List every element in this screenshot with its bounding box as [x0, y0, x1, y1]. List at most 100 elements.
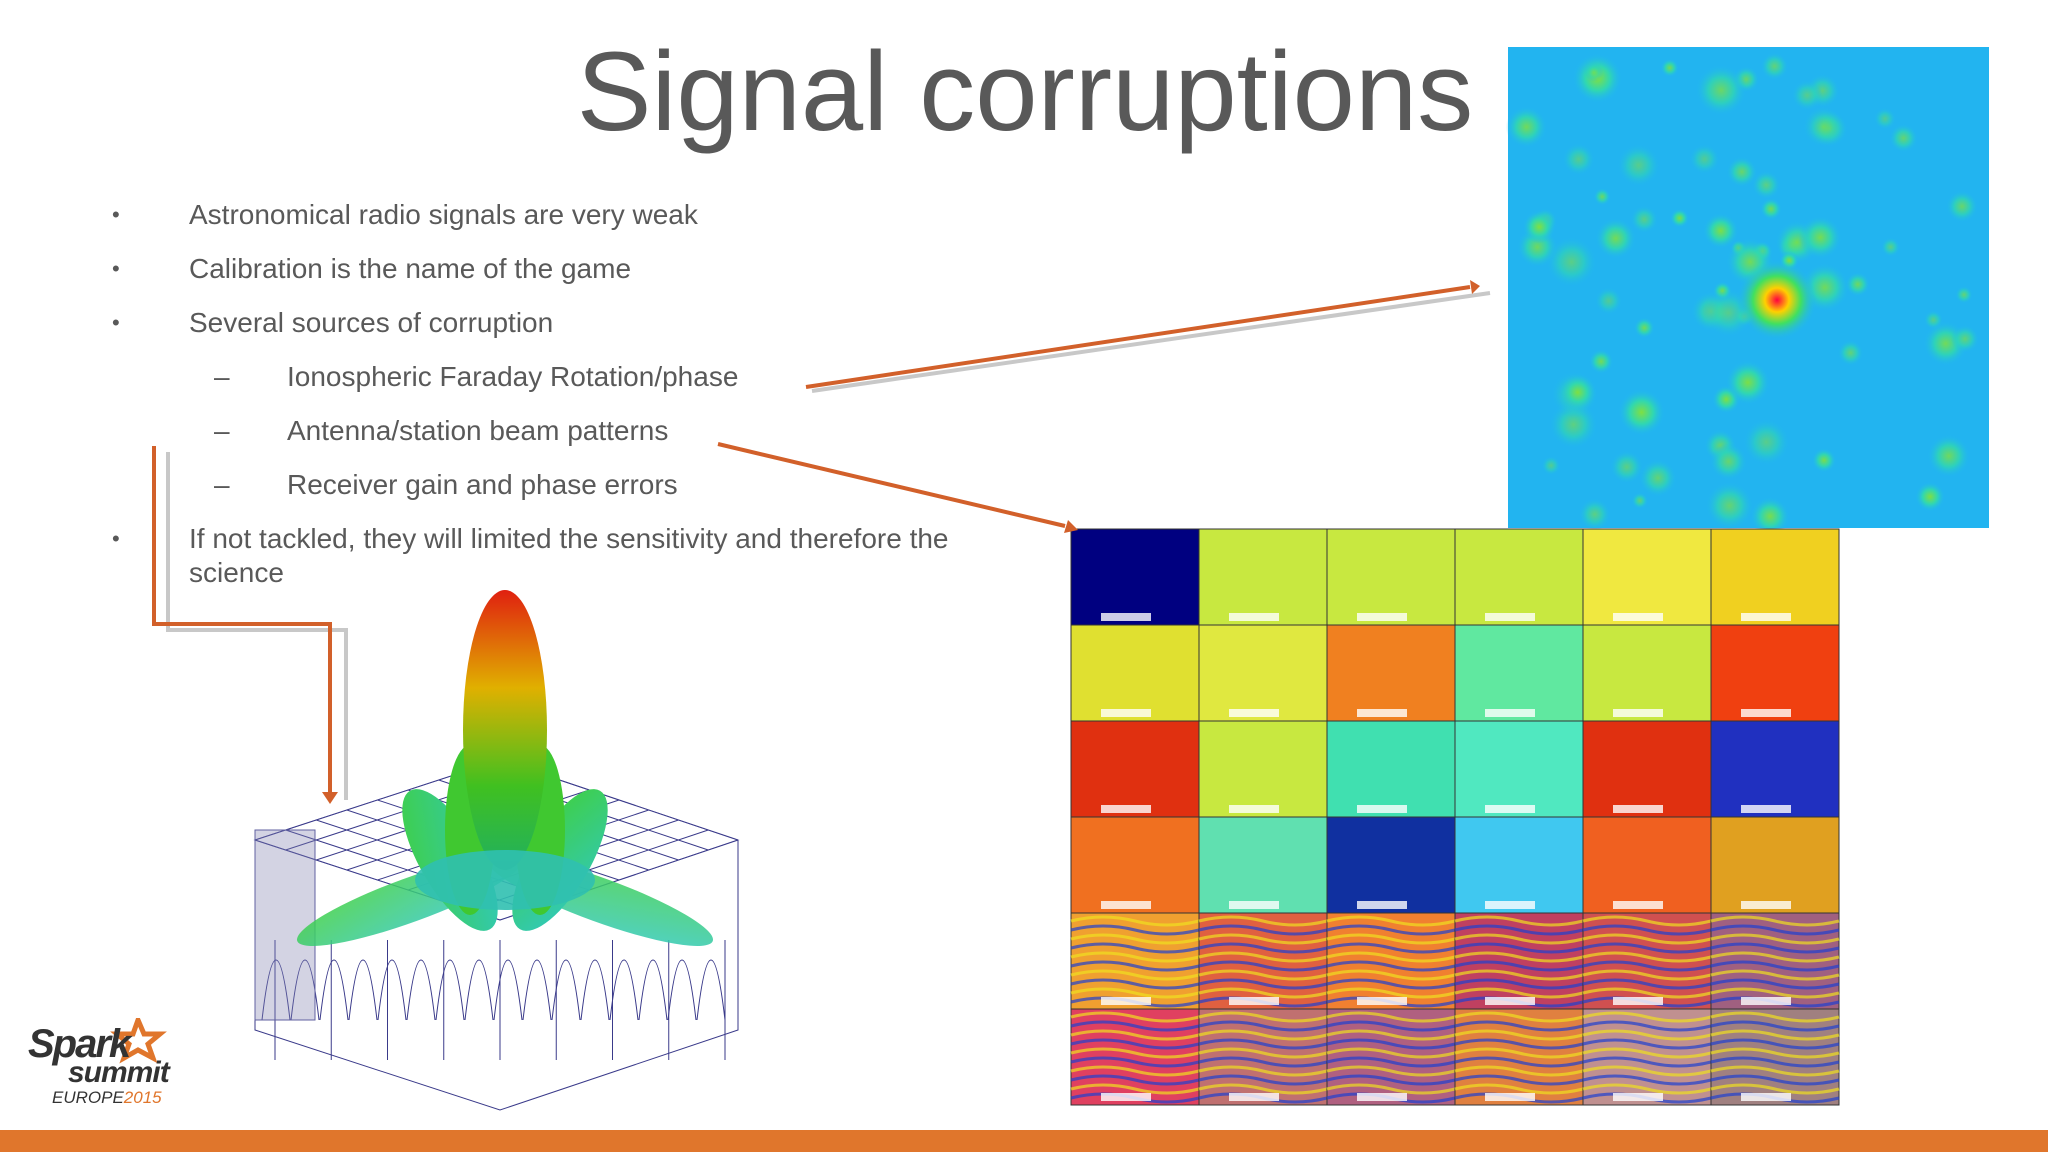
fringe: [1454, 1065, 1584, 1077]
fringe: [1198, 1038, 1328, 1050]
fringe: [1326, 1074, 1456, 1086]
fringe: [1710, 1083, 1840, 1095]
sky-blob: [1639, 459, 1677, 497]
fringe: [1070, 1020, 1200, 1032]
fringe: [1198, 960, 1328, 972]
flag-noise: [1229, 805, 1279, 813]
fringe: [1326, 987, 1456, 999]
spectrum-cell: [1198, 528, 1328, 626]
fringe: [1326, 951, 1456, 963]
fringe: [1326, 933, 1456, 945]
sky-blob: [1743, 418, 1790, 466]
flag-noise: [1101, 613, 1151, 621]
flag-noise: [1485, 997, 1535, 1005]
fringe: [1454, 1056, 1584, 1068]
fringe: [1582, 924, 1712, 936]
flag-noise: [1741, 997, 1791, 1005]
fringe: [1454, 933, 1584, 945]
arch: [406, 959, 436, 1021]
bullet-item: – Antenna/station beam patterns: [0, 414, 1000, 448]
bullet-marker: •: [112, 256, 120, 281]
fringe: [1582, 1047, 1712, 1059]
flag-noise: [1485, 613, 1535, 621]
flag-noise: [1613, 1093, 1663, 1101]
fringe: [1326, 1083, 1456, 1095]
arch: [348, 959, 378, 1021]
flag-noise: [1229, 997, 1279, 1005]
fringe: [1070, 915, 1200, 927]
fringe: [1454, 1047, 1584, 1059]
spectrum-cell: [1198, 720, 1328, 818]
sky-blob: [1562, 143, 1595, 176]
fringe: [1070, 933, 1200, 945]
slide-title: Signal corruptions: [576, 29, 1474, 154]
fringe: [1710, 1029, 1840, 1041]
fringe: [1710, 1056, 1840, 1068]
flag-noise: [1101, 1093, 1151, 1101]
arch: [290, 959, 320, 1021]
sky-blob: [1593, 188, 1611, 206]
flag-noise: [1613, 805, 1663, 813]
bullet-text: If not tackled, they will limited the se…: [189, 523, 949, 588]
fringe: [1710, 1065, 1840, 1077]
flag-noise: [1229, 901, 1279, 909]
sky-blob: [1750, 496, 1790, 536]
spectrum-cell: [1070, 720, 1200, 818]
flag-noise: [1741, 1093, 1791, 1101]
fringe: [1070, 1083, 1200, 1095]
sky-blob: [1546, 236, 1597, 288]
fringe: [1198, 987, 1328, 999]
fringe: [1070, 1056, 1200, 1068]
fringe: [1710, 1074, 1840, 1086]
bullet-marker: –: [214, 469, 230, 500]
fringe: [1326, 960, 1456, 972]
spectrum-cell: [1070, 624, 1200, 722]
sky-blob: [1705, 481, 1754, 530]
sky-blob: [1594, 287, 1623, 315]
fringe: [1326, 1020, 1456, 1032]
fringe: [1582, 942, 1712, 954]
sky-image: [1505, 47, 1989, 536]
fringe: [1454, 1038, 1584, 1050]
flag-noise: [1485, 1093, 1535, 1101]
fringe: [1070, 942, 1200, 954]
fringe: [1198, 1020, 1328, 1032]
flag-noise: [1485, 805, 1535, 813]
flag-noise: [1741, 901, 1791, 909]
flag-noise: [1229, 1093, 1279, 1101]
sky-blob: [1689, 144, 1720, 175]
spectrum-cell: [1454, 720, 1584, 818]
arch: [261, 959, 291, 1021]
fringe: [1582, 1038, 1712, 1050]
fringe: [1070, 987, 1200, 999]
sky-blob: [1803, 106, 1844, 148]
fringe: [1198, 933, 1328, 945]
sky-blob: [1702, 213, 1739, 249]
flag-noise: [1613, 613, 1663, 621]
sky-blob: [1946, 190, 1978, 223]
fringe: [1454, 924, 1584, 936]
spectrum-cell: [1326, 816, 1456, 914]
bullet-marker: –: [214, 361, 230, 392]
fringe: [1198, 969, 1328, 981]
fringe: [1070, 951, 1200, 963]
sky-blob: [1811, 448, 1837, 473]
fringe: [1454, 978, 1584, 990]
fringe: [1582, 969, 1712, 981]
logo: Spark summit EUROPE2015: [28, 1018, 170, 1108]
sky-blob: [1837, 340, 1864, 366]
spectrum-cell: [1326, 528, 1456, 626]
fringe: [1582, 933, 1712, 945]
fringe: [1454, 1074, 1584, 1086]
arch: [667, 959, 697, 1021]
spectrum-cell: [1710, 816, 1840, 914]
spectrum-cell: [1326, 624, 1456, 722]
arch: [435, 959, 465, 1021]
sky-blob: [1752, 170, 1781, 200]
sky-blob: [1760, 52, 1789, 81]
fringe: [1582, 960, 1712, 972]
spectrum-cell: [1582, 720, 1712, 818]
sky-blob: [1631, 492, 1648, 509]
flag-noise: [1101, 805, 1151, 813]
bullet-text: Ionospheric Faraday Rotation/phase: [287, 361, 739, 392]
